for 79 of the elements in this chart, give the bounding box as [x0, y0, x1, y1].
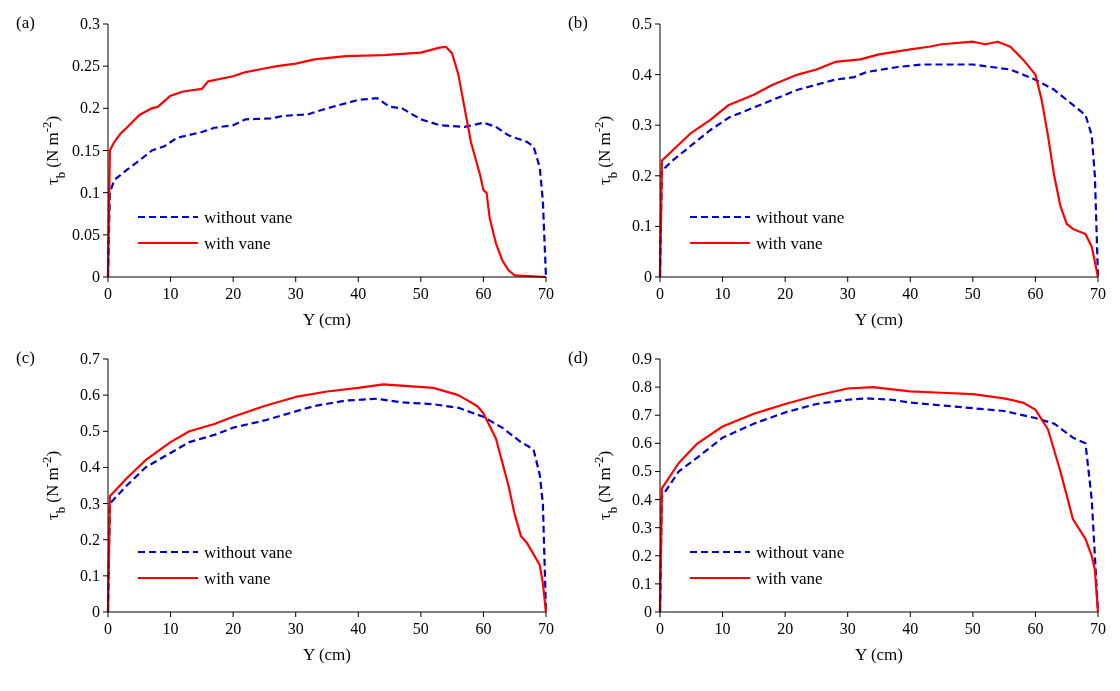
x-tick-label: 50 [412, 620, 429, 637]
x-tick-label: 40 [350, 285, 367, 302]
y-tick-label: 0.6 [80, 386, 100, 404]
x-tick-label: 0 [656, 285, 664, 302]
x-tick-label: 30 [287, 285, 304, 302]
x-tick-label: 30 [287, 620, 304, 637]
y-tick-label: 0 [92, 603, 100, 620]
chart-title: (c) [16, 348, 35, 367]
y-tick-label: 0.15 [72, 141, 100, 159]
y-tick-label: 0.6 [632, 434, 652, 452]
y-tick-label: 0.25 [72, 57, 100, 75]
x-tick-label: 70 [538, 285, 554, 302]
y-tick-label: 0.05 [72, 225, 100, 243]
legend-label: with vane [756, 569, 823, 588]
legend-label: with vane [756, 234, 823, 253]
y-tick-label: 0 [644, 603, 652, 620]
y-tick-label: 0.3 [632, 518, 652, 536]
y-tick-label: 0.9 [632, 350, 652, 367]
x-tick-label: 70 [538, 620, 554, 637]
x-tick-label: 0 [104, 620, 112, 637]
x-tick-label: 0 [104, 285, 112, 302]
x-tick-label: 20 [777, 620, 794, 637]
y-tick-label: 0.4 [632, 65, 652, 83]
chart-title: (a) [16, 13, 35, 32]
x-tick-label: 30 [839, 620, 856, 637]
y-tick-label: 0.4 [632, 490, 652, 508]
y-tick-label: 0.5 [632, 462, 652, 480]
x-tick-label: 20 [225, 285, 242, 302]
x-tick-label: 10 [162, 285, 179, 302]
chart-title: (b) [568, 13, 588, 32]
x-tick-label: 40 [350, 620, 367, 637]
y-tick-label: 0.3 [80, 15, 100, 32]
x-tick-label: 10 [162, 620, 179, 637]
y-tick-label: 0.1 [80, 183, 100, 201]
x-tick-label: 50 [964, 620, 981, 637]
x-tick-label: 10 [714, 620, 731, 637]
legend-label: without vane [204, 208, 293, 227]
x-tick-label: 40 [902, 620, 919, 637]
y-tick-label: 0.1 [632, 217, 652, 235]
y-tick-label: 0.2 [632, 166, 652, 184]
x-axis-title: Y (cm) [855, 310, 903, 329]
x-tick-label: 30 [839, 285, 856, 302]
x-tick-label: 50 [964, 285, 981, 302]
y-tick-label: 0.7 [80, 350, 100, 367]
x-tick-label: 20 [225, 620, 242, 637]
y-tick-label: 0 [644, 268, 652, 285]
x-axis-title: Y (cm) [303, 645, 351, 664]
y-tick-label: 0.4 [80, 458, 100, 476]
x-axis-title: Y (cm) [855, 645, 903, 664]
x-tick-label: 50 [412, 285, 429, 302]
y-tick-label: 0.3 [80, 494, 100, 512]
y-tick-label: 0.2 [80, 99, 100, 117]
y-tick-label: 0.5 [80, 422, 100, 440]
x-tick-label: 60 [475, 285, 492, 302]
x-tick-label: 0 [656, 620, 664, 637]
y-tick-label: 0.2 [80, 530, 100, 548]
chart-title: (d) [568, 348, 588, 367]
x-tick-label: 10 [714, 285, 731, 302]
y-tick-label: 0.1 [80, 566, 100, 584]
x-tick-label: 20 [777, 285, 794, 302]
x-tick-label: 60 [1027, 620, 1044, 637]
x-tick-label: 70 [1090, 285, 1106, 302]
legend-label: without vane [204, 543, 293, 562]
legend-label: without vane [756, 543, 845, 562]
x-axis-title: Y (cm) [303, 310, 351, 329]
legend-label: without vane [756, 208, 845, 227]
x-tick-label: 40 [902, 285, 919, 302]
legend-label: with vane [204, 234, 271, 253]
y-tick-label: 0.2 [632, 546, 652, 564]
x-tick-label: 70 [1090, 620, 1106, 637]
y-tick-label: 0.7 [632, 406, 652, 424]
y-tick-label: 0.3 [632, 116, 652, 134]
y-tick-label: 0.5 [632, 15, 652, 32]
y-tick-label: 0.8 [632, 378, 652, 396]
x-tick-label: 60 [1027, 285, 1044, 302]
x-tick-label: 60 [475, 620, 492, 637]
y-tick-label: 0 [92, 268, 100, 285]
y-tick-label: 0.1 [632, 574, 652, 592]
legend-label: with vane [204, 569, 271, 588]
